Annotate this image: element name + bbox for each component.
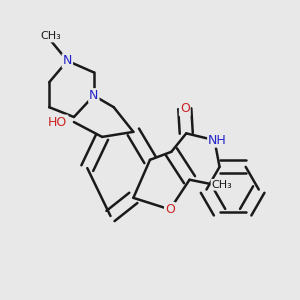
Text: HO: HO: [48, 116, 68, 129]
Text: N: N: [63, 54, 72, 67]
Text: CH₃: CH₃: [212, 180, 232, 190]
Text: O: O: [180, 102, 190, 115]
Text: O: O: [165, 203, 175, 216]
Text: N: N: [89, 89, 98, 102]
Text: NH: NH: [208, 134, 227, 147]
Text: CH₃: CH₃: [40, 32, 61, 41]
